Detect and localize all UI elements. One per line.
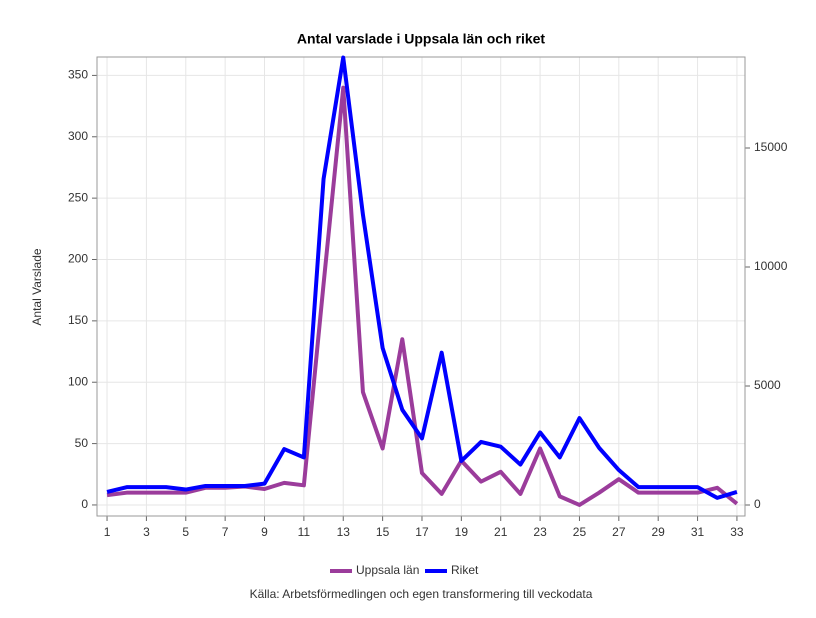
y-tick-label: 200	[68, 252, 88, 266]
x-tick-label: 5	[182, 525, 189, 539]
x-tick-label: 11	[298, 525, 311, 539]
y-tick-label: 300	[68, 129, 88, 143]
y2-tick-label: 10000	[754, 259, 788, 273]
x-tick-label: 21	[494, 525, 508, 539]
x-tick-label: 1	[104, 525, 111, 539]
x-tick-label: 9	[261, 525, 268, 539]
legend-label: Riket	[451, 563, 479, 577]
y-tick-label: 50	[75, 436, 89, 450]
x-tick-label: 23	[533, 525, 547, 539]
y-axis-label: Antal Varslade	[30, 248, 44, 325]
x-tick-label: 19	[455, 525, 469, 539]
y-tick-label: 150	[68, 313, 88, 327]
source-note: Källa: Arbetsförmedlingen och egen trans…	[250, 587, 593, 601]
x-tick-label: 25	[573, 525, 587, 539]
x-tick-label: 33	[730, 525, 744, 539]
x-tick-label: 27	[612, 525, 626, 539]
y2-tick-label: 5000	[754, 378, 781, 392]
y-tick-label: 100	[68, 374, 88, 388]
x-tick-label: 17	[415, 525, 429, 539]
x-tick-label: 7	[222, 525, 229, 539]
y2-tick-label: 15000	[754, 140, 788, 154]
x-tick-label: 3	[143, 525, 150, 539]
x-tick-label: 13	[337, 525, 351, 539]
x-tick-label: 15	[376, 525, 390, 539]
plot-frame	[96, 56, 746, 517]
legend-label: Uppsala län	[356, 563, 419, 577]
y-tick-label: 250	[68, 190, 88, 204]
x-tick-label: 31	[691, 525, 705, 539]
line-series	[106, 55, 738, 500]
x-tick-label: 29	[652, 525, 666, 539]
y-tick-label: 0	[81, 497, 88, 511]
chart-title: Antal varslade i Uppsala län och riket	[297, 31, 546, 47]
y2-tick-label: 0	[754, 497, 761, 511]
y-tick-label: 350	[68, 68, 88, 82]
